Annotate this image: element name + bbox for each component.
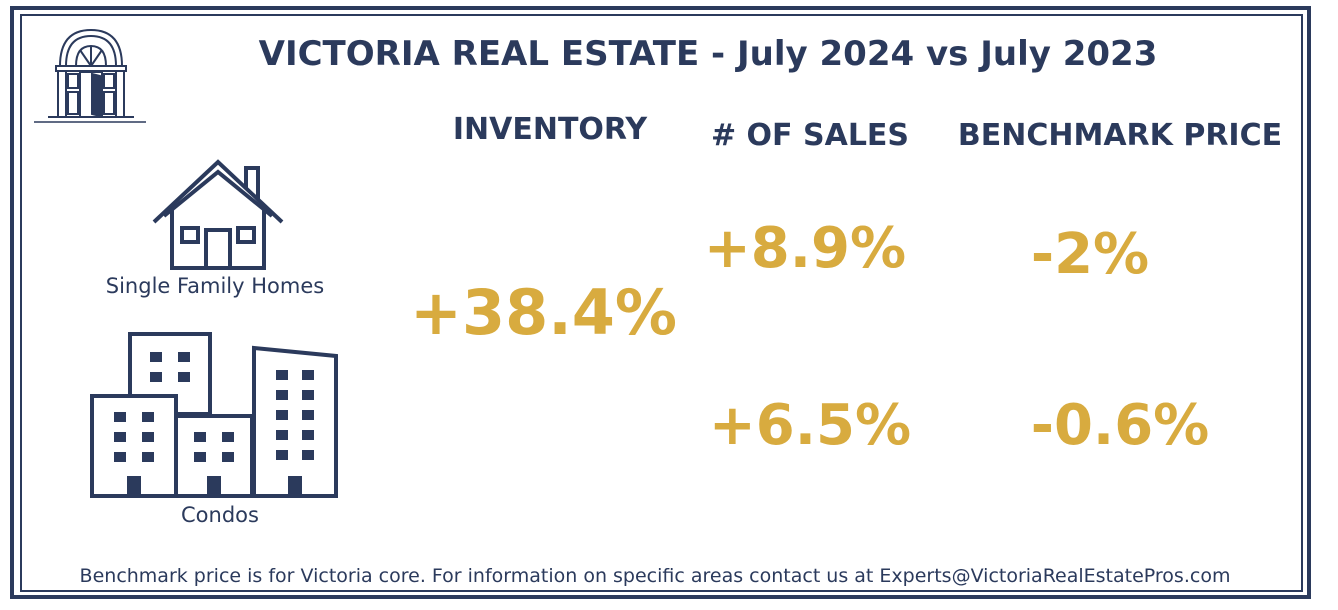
inventory-value: +38.4%	[410, 276, 678, 349]
page-title: VICTORIA REAL ESTATE - July 2024 vs July…	[258, 34, 1158, 74]
condos-sales-value: +6.5%	[708, 393, 912, 458]
buildings-icon	[90, 332, 338, 498]
outer-frame	[10, 6, 1311, 599]
single-family-sales-value: +8.9%	[703, 216, 907, 281]
column-header-benchmark: BENCHMARK PRICE	[957, 118, 1283, 153]
row-label-condos: Condos	[181, 503, 259, 527]
inner-frame	[20, 14, 1303, 592]
column-header-sales: # OF SALES	[710, 118, 910, 153]
row-label-single-family: Single Family Homes	[105, 274, 325, 298]
house-icon	[152, 159, 284, 270]
single-family-benchmark-value: -2%	[1030, 222, 1150, 287]
door-logo-icon	[34, 28, 146, 123]
column-header-inventory: INVENTORY	[452, 112, 648, 147]
condos-benchmark-value: -0.6%	[1030, 393, 1210, 458]
footer-note: Benchmark price is for Victoria core. Fo…	[79, 565, 1231, 587]
